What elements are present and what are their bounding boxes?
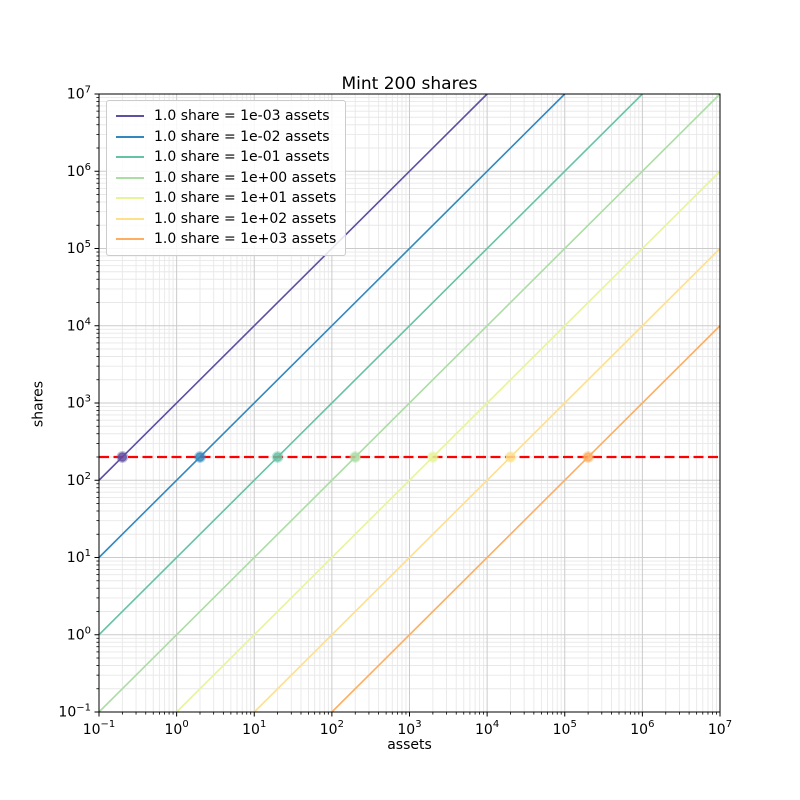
mint-point-marker	[194, 451, 206, 463]
plot-border	[98, 93, 721, 713]
x-tick-label: 102	[320, 719, 344, 738]
legend-swatch-line	[116, 238, 144, 241]
legend-item-label: 1.0 share = 1e+01 assets	[154, 190, 337, 207]
series-line	[176, 170, 721, 713]
legend-swatch-line	[116, 176, 144, 179]
legend-swatch-line	[116, 156, 144, 159]
series-line	[98, 93, 566, 559]
x-tick-label: 104	[475, 719, 499, 738]
y-tick-label: 100	[67, 625, 91, 643]
legend-item: 1.0 share = 1e-01 assets	[116, 147, 336, 168]
mint-point-marker	[271, 451, 284, 463]
y-tick-label: 101	[67, 548, 91, 566]
series-line	[98, 93, 721, 713]
x-tick-label: 106	[630, 719, 654, 738]
mint-markers	[116, 451, 595, 463]
legend-item-label: 1.0 share = 1e+03 assets	[154, 231, 337, 248]
x-tick-label: 107	[708, 719, 732, 738]
x-tick-label: 101	[242, 719, 266, 738]
x-axis-label: assets	[387, 737, 432, 753]
legend-item-label: 1.0 share = 1e+00 assets	[154, 169, 337, 186]
series-line	[253, 247, 721, 713]
x-tick-label: 105	[553, 719, 577, 738]
series-line	[98, 93, 488, 481]
legend-item: 1.0 share = 1e+03 assets	[116, 229, 336, 250]
legend-item-label: 1.0 share = 1e-03 assets	[154, 108, 330, 125]
legend-swatch-line	[116, 197, 144, 200]
y-tick-label: 106	[67, 162, 91, 180]
legend-item: 1.0 share = 1e-03 assets	[116, 106, 336, 127]
legend-swatch-line	[116, 217, 144, 220]
series-lines	[98, 93, 721, 713]
legend-swatch-line	[116, 115, 144, 118]
mint-point-marker	[116, 451, 129, 463]
mint-point-marker	[504, 451, 517, 463]
mint-point-marker	[582, 451, 595, 463]
x-tick-label: 10−1	[83, 719, 116, 738]
legend-item-label: 1.0 share = 1e-02 assets	[154, 128, 330, 145]
legend-item: 1.0 share = 1e+02 assets	[116, 209, 336, 230]
y-tick-label: 105	[67, 239, 91, 257]
mint-point-marker	[426, 451, 439, 463]
series-line	[98, 93, 643, 636]
x-tick-label: 100	[165, 719, 189, 738]
y-tick-label: 107	[67, 85, 91, 103]
legend-item: 1.0 share = 1e+00 assets	[116, 168, 336, 189]
legend-item-label: 1.0 share = 1e+02 assets	[154, 210, 337, 227]
legend: 1.0 share = 1e-03 assets 1.0 share = 1e-0…	[106, 100, 347, 256]
y-axis-label: shares	[30, 380, 47, 428]
y-tick-label: 104	[67, 316, 91, 334]
series-line	[331, 325, 721, 713]
mint-point-marker	[349, 451, 362, 463]
chart-title: Mint 200 shares	[341, 74, 478, 94]
legend-item: 1.0 share = 1e+01 assets	[116, 188, 336, 209]
y-tick-label: 103	[67, 394, 91, 412]
legend-swatch-line	[116, 135, 144, 138]
legend-item-label: 1.0 share = 1e-01 assets	[154, 149, 330, 166]
x-tick-label: 103	[397, 719, 421, 738]
y-tick-label: 10−1	[58, 703, 91, 721]
y-tick-label: 102	[67, 471, 91, 489]
legend-item: 1.0 share = 1e-02 assets	[116, 127, 336, 148]
